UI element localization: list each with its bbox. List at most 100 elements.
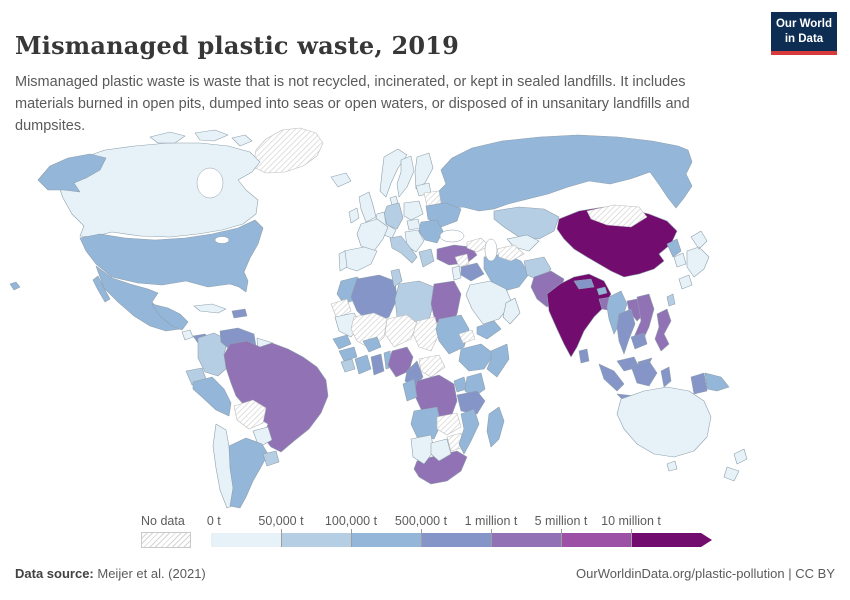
country-greece[interactable] <box>418 248 435 268</box>
country-madagascar[interactable] <box>486 406 505 448</box>
owid-logo[interactable]: Our World in Data <box>771 12 837 55</box>
country-eritrea[interactable] <box>458 329 476 344</box>
country-iraq[interactable] <box>460 262 485 282</box>
country-brazil[interactable] <box>223 340 329 453</box>
country-niger[interactable] <box>384 314 418 348</box>
country-uruguay[interactable] <box>262 450 280 467</box>
legend-bin-0[interactable] <box>211 533 281 547</box>
country-congo-gabon[interactable] <box>402 378 418 402</box>
country-ghana[interactable] <box>370 353 385 376</box>
legend-bin-4[interactable] <box>491 533 561 547</box>
data-source-label: Data source: <box>15 566 94 581</box>
legend-bin-2[interactable] <box>351 533 421 547</box>
country-iceland[interactable] <box>330 172 352 188</box>
country-oman[interactable] <box>502 297 521 325</box>
country-burkina-faso[interactable] <box>362 336 382 353</box>
country-saudi-arabia[interactable] <box>465 280 513 325</box>
country-sri-lanka[interactable] <box>578 348 590 364</box>
country-alaska[interactable] <box>37 153 107 193</box>
legend-bin-1[interactable] <box>281 533 351 547</box>
country-mongolia[interactable] <box>586 204 648 228</box>
country-canada-islands[interactable] <box>149 129 253 147</box>
country-ivory-coast[interactable] <box>354 354 372 375</box>
country-russia[interactable] <box>431 134 693 212</box>
country-turkmenistan[interactable] <box>496 244 525 262</box>
country-chad[interactable] <box>412 316 440 352</box>
country-central-african-republic[interactable] <box>418 354 446 378</box>
legend-arrow <box>701 533 712 547</box>
country-guinea[interactable] <box>338 346 358 362</box>
country-senegal[interactable] <box>332 334 352 350</box>
country-kazakhstan[interactable] <box>493 206 560 240</box>
country-sudan[interactable] <box>435 314 470 355</box>
legend-bin-3[interactable] <box>421 533 491 547</box>
country-japan[interactable] <box>678 230 710 290</box>
country-belarus[interactable] <box>423 190 442 207</box>
country-central-america[interactable] <box>151 303 189 331</box>
country-poland[interactable] <box>403 200 424 221</box>
owid-link[interactable]: OurWorldinData.org/plastic-pollution <box>576 566 785 581</box>
legend-no-data-label: No data <box>141 514 185 528</box>
country-sweden[interactable] <box>396 155 415 198</box>
country-kenya[interactable] <box>464 372 486 398</box>
country-hawaii[interactable] <box>9 281 21 291</box>
country-portugal[interactable] <box>338 250 348 272</box>
country-india[interactable] <box>546 273 612 358</box>
country-angola[interactable] <box>410 406 442 440</box>
country-thailand[interactable] <box>616 308 636 355</box>
country-tanzania[interactable] <box>456 390 486 415</box>
world-map <box>9 127 748 509</box>
country-italy[interactable] <box>389 235 418 264</box>
country-israel-jordan[interactable] <box>451 265 462 281</box>
country-australia[interactable] <box>616 386 712 472</box>
country-caucasus[interactable] <box>466 237 490 253</box>
country-tunisia[interactable] <box>390 268 403 288</box>
country-baja[interactable] <box>92 275 111 303</box>
country-botswana[interactable] <box>430 438 452 462</box>
legend-bin-5[interactable] <box>561 533 631 547</box>
country-peru[interactable] <box>192 376 232 417</box>
country-north-korea[interactable] <box>666 238 682 258</box>
country-papua-new-guinea[interactable] <box>704 372 730 392</box>
black-sea <box>439 229 465 243</box>
country-syria[interactable] <box>454 253 470 268</box>
country-norway[interactable] <box>379 148 408 198</box>
country-yemen[interactable] <box>476 320 502 340</box>
country-bhutan[interactable] <box>596 286 608 296</box>
legend-no-data-swatch[interactable] <box>141 532 191 548</box>
country-cuba[interactable] <box>193 303 227 314</box>
country-greenland[interactable] <box>252 127 324 174</box>
country-taiwan[interactable] <box>666 293 676 307</box>
country-sierra-leone-liberia[interactable] <box>340 358 356 373</box>
country-paraguay[interactable] <box>252 426 273 448</box>
country-france[interactable] <box>356 218 389 252</box>
country-costa-rica[interactable] <box>181 329 194 341</box>
country-nepal[interactable] <box>573 278 595 290</box>
country-mozambique[interactable] <box>458 408 480 455</box>
legend-tick-label: 5 million t <box>534 514 588 528</box>
data-source: Data source: Meijer et al. (2021) <box>15 566 206 581</box>
country-hispaniola[interactable] <box>231 308 248 319</box>
country-namibia[interactable] <box>410 434 435 465</box>
country-ireland[interactable] <box>348 207 360 224</box>
legend-bin-6[interactable] <box>631 533 701 547</box>
country-algeria[interactable] <box>350 274 398 325</box>
country-philippines[interactable] <box>654 308 672 352</box>
country-somalia[interactable] <box>486 343 510 378</box>
owid-logo-line2: in Data <box>784 32 824 45</box>
country-canada[interactable] <box>57 142 261 238</box>
country-south-korea[interactable] <box>673 252 687 268</box>
country-argentina[interactable] <box>228 437 269 509</box>
country-hungary[interactable] <box>406 218 421 231</box>
country-cambodia[interactable] <box>630 332 648 350</box>
country-zambia[interactable] <box>436 412 462 436</box>
country-bolivia[interactable] <box>233 399 267 430</box>
country-spain[interactable] <box>343 246 378 272</box>
country-western-sahara[interactable] <box>330 298 352 320</box>
country-ethiopia[interactable] <box>458 343 495 372</box>
country-united-kingdom[interactable] <box>358 191 377 223</box>
country-romania-bulgaria[interactable] <box>418 219 444 244</box>
country-finland[interactable] <box>414 152 434 190</box>
country-new-zealand[interactable] <box>723 448 748 482</box>
